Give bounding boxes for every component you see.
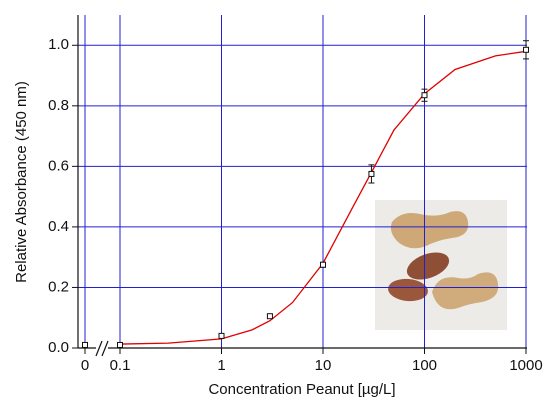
x-axis-label: Concentration Peanut [µg/L] xyxy=(208,381,395,398)
y-tick-label: 0.6 xyxy=(48,157,69,174)
data-point xyxy=(369,171,374,176)
data-point xyxy=(267,314,272,319)
y-tick-label: 1.0 xyxy=(48,36,69,53)
data-point xyxy=(118,342,123,347)
data-point xyxy=(219,333,224,338)
x-tick-label: 1000 xyxy=(509,357,542,374)
x-tick-label: 10 xyxy=(315,357,332,374)
data-point xyxy=(321,262,326,267)
y-tick-label: 0.4 xyxy=(48,218,69,235)
x-tick-label: 100 xyxy=(412,357,437,374)
y-tick-label: 0.2 xyxy=(48,278,69,295)
x-tick-label: 0 xyxy=(81,357,89,374)
data-point xyxy=(83,342,88,347)
data-point xyxy=(422,93,427,98)
axis-break xyxy=(96,341,108,356)
y-tick-label: 0.8 xyxy=(48,97,69,114)
y-tick-label: 0.0 xyxy=(48,339,69,356)
peanut-photo xyxy=(375,200,507,330)
data-point xyxy=(524,47,529,52)
chart: Concentration Peanut [µg/L] Relative Abs… xyxy=(0,0,547,403)
y-axis-label: Relative Absorbance (450 nm) xyxy=(13,81,30,283)
x-tick-label: 0.1 xyxy=(110,357,131,374)
x-tick-label: 1 xyxy=(217,357,225,374)
